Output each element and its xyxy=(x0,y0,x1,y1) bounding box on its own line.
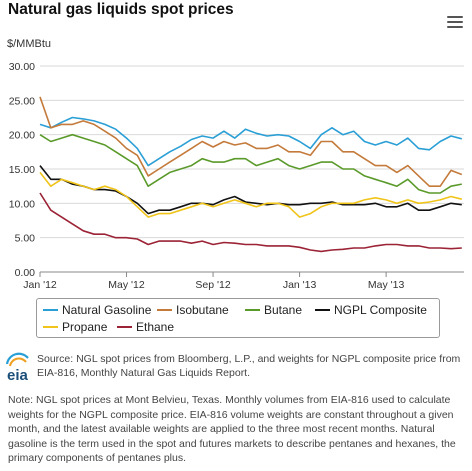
x-tick-label: May '13 xyxy=(368,279,405,291)
legend-swatch-propane xyxy=(43,325,58,328)
x-tick-label: Jan '13 xyxy=(283,279,317,291)
legend-item-isobutane[interactable]: Isobutane xyxy=(157,303,229,317)
legend-label: Butane xyxy=(264,303,303,317)
footnote: Note: NGL spot prices at Mont Belvieu, T… xyxy=(8,394,456,465)
y-tick-label: 5.00 xyxy=(15,233,36,245)
series-line-natural-gasoline xyxy=(39,116,463,167)
hamburger-menu-icon[interactable] xyxy=(447,16,463,30)
legend-label: Isobutane xyxy=(176,303,229,317)
legend-swatch-butane xyxy=(245,308,260,311)
y-axis-unit-label: $/MMBtu xyxy=(7,38,52,50)
eia-logo: eia xyxy=(5,352,29,384)
legend-label: Propane xyxy=(62,320,108,334)
eia-logo-text: eia xyxy=(7,367,29,384)
y-tick-labels: 0.00 5.00 10.00 15.00 20.00 25.00 30.00 xyxy=(9,61,35,279)
x-tick-label: Jan '12 xyxy=(23,279,57,291)
y-tick-label: 0.00 xyxy=(15,267,36,279)
legend-swatch-ngpl-composite xyxy=(315,308,330,311)
legend-swatch-ethane xyxy=(117,325,132,328)
legend-label: Ethane xyxy=(136,320,175,334)
series-line-ngpl-composite xyxy=(39,165,462,215)
legend-label: Natural Gasoline xyxy=(62,303,152,317)
series-lines xyxy=(39,96,463,253)
series-line-ethane xyxy=(39,192,462,253)
series-line-isobutane xyxy=(39,96,463,187)
legend-swatch-natural-gasoline xyxy=(43,308,58,311)
chart-legend: Natural Gasoline Isobutane Butane NGPL C… xyxy=(36,298,440,338)
legend-swatch-isobutane xyxy=(157,308,172,311)
x-tick-labels: Jan '12 May '12 Sep '12 Jan '13 May '13 xyxy=(23,272,405,291)
line-chart: 0.00 5.00 10.00 15.00 20.00 25.00 30.00 Jan '1… xyxy=(9,61,464,291)
y-tick-label: 20.00 xyxy=(9,130,35,142)
legend-item-ethane[interactable]: Ethane xyxy=(117,320,174,334)
source-note: Source: NGL spot prices from Bloomberg, … xyxy=(37,353,461,379)
y-tick-label: 10.00 xyxy=(9,198,35,210)
y-tick-label: 25.00 xyxy=(9,95,35,107)
y-tick-label: 15.00 xyxy=(9,164,35,176)
x-tick-label: Sep '12 xyxy=(195,279,230,291)
legend-item-natural-gasoline[interactable]: Natural Gasoline xyxy=(43,303,151,317)
gridlines xyxy=(40,65,464,273)
legend-label: NGPL Composite xyxy=(334,303,427,317)
chart-title: Natural gas liquids spot prices xyxy=(8,1,234,18)
legend-item-ngpl-composite[interactable]: NGPL Composite xyxy=(315,303,427,317)
legend-item-propane[interactable]: Propane xyxy=(43,320,107,334)
series-line-propane xyxy=(39,171,462,218)
y-tick-label: 30.00 xyxy=(9,61,35,73)
x-tick-label: May '12 xyxy=(108,279,145,291)
series-line-butane xyxy=(39,133,462,194)
legend-item-butane[interactable]: Butane xyxy=(245,303,302,317)
